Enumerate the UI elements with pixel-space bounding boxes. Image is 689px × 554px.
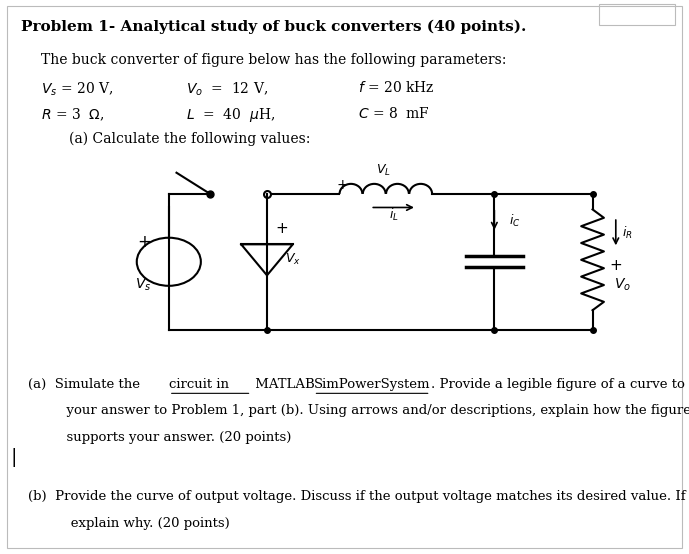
Text: $i_R$: $i_R$ <box>622 224 633 241</box>
Text: $V_s$: $V_s$ <box>135 277 151 293</box>
Text: $i_C$: $i_C$ <box>509 213 521 229</box>
Text: |: | <box>10 448 17 466</box>
Text: +: + <box>137 233 151 252</box>
Text: $V_L$: $V_L$ <box>376 163 391 178</box>
Text: $C$ = 8  mF: $C$ = 8 mF <box>358 106 430 121</box>
Text: $R$ = 3  $\Omega$,: $R$ = 3 $\Omega$, <box>41 106 105 123</box>
Text: SimPowerSystem: SimPowerSystem <box>313 378 430 391</box>
Text: +: + <box>336 178 348 192</box>
Text: Problem 1- Analytical study of buck converters (40 points).: Problem 1- Analytical study of buck conv… <box>21 19 526 34</box>
Text: (b)  Provide the curve of output voltage. Discuss if the output voltage matches : (b) Provide the curve of output voltage.… <box>28 490 689 503</box>
Bar <box>599 4 675 25</box>
Text: $i_L$: $i_L$ <box>389 207 398 223</box>
Text: $f$ = 20 kHz: $f$ = 20 kHz <box>358 80 435 95</box>
Text: $L$  =  40  $\mu$H,: $L$ = 40 $\mu$H, <box>186 106 276 124</box>
Text: (a)  Simulate the: (a) Simulate the <box>28 378 144 391</box>
Text: . Provide a legible figure of a curve to support: . Provide a legible figure of a curve to… <box>431 378 689 391</box>
Text: MATLAB: MATLAB <box>251 378 320 391</box>
Text: supports your answer. (20 points): supports your answer. (20 points) <box>41 431 291 444</box>
Text: $V_o$: $V_o$ <box>614 277 631 293</box>
Text: (a) Calculate the following values:: (a) Calculate the following values: <box>69 132 310 146</box>
Text: circuit in: circuit in <box>169 378 229 391</box>
Text: $V_s$ = 20 V,: $V_s$ = 20 V, <box>41 80 114 98</box>
Text: $V_x$: $V_x$ <box>285 252 301 268</box>
Text: $V_o$  =  12 V,: $V_o$ = 12 V, <box>186 80 268 98</box>
Text: your answer to Problem 1, part (b). Using arrows and/or descriptions, explain ho: your answer to Problem 1, part (b). Usin… <box>41 404 689 417</box>
Text: explain why. (20 points): explain why. (20 points) <box>41 517 230 530</box>
Text: +: + <box>275 221 288 237</box>
Text: +: + <box>609 258 622 273</box>
Text: The buck converter of figure below has the following parameters:: The buck converter of figure below has t… <box>41 53 506 66</box>
